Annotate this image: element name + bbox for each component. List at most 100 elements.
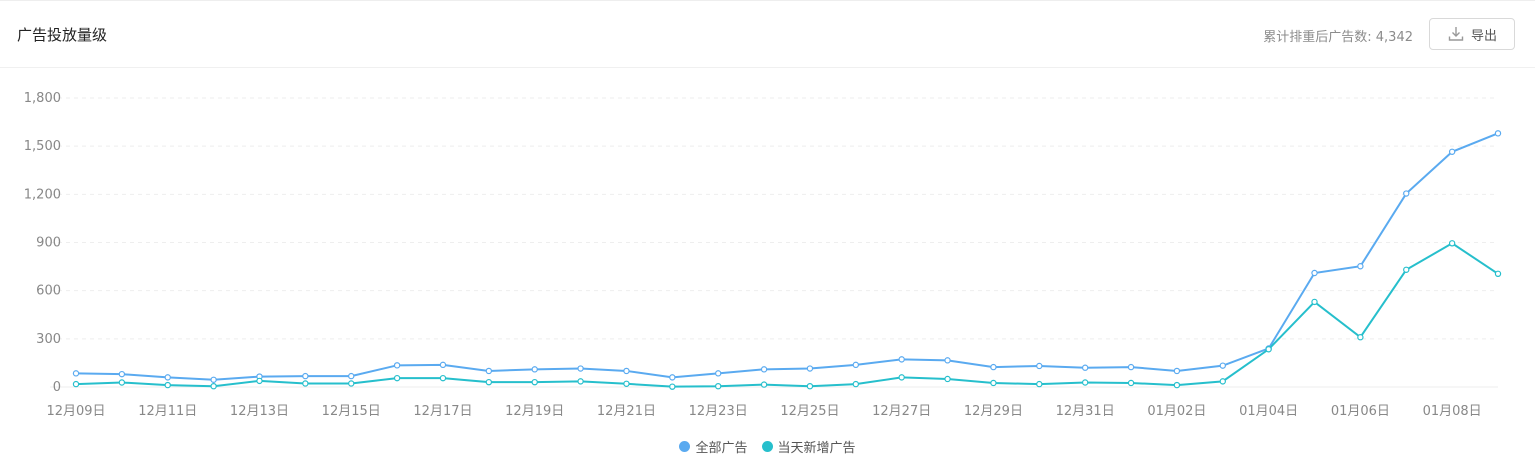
- data-point[interactable]: [577, 378, 584, 385]
- data-point[interactable]: [898, 374, 905, 381]
- data-point[interactable]: [1036, 362, 1043, 370]
- data-point[interactable]: [1127, 379, 1135, 387]
- data-point[interactable]: [714, 382, 722, 390]
- data-point[interactable]: [485, 378, 493, 386]
- data-point[interactable]: [72, 380, 80, 388]
- data-point[interactable]: [1448, 240, 1456, 247]
- data-point[interactable]: [348, 380, 355, 387]
- export-button[interactable]: 导出: [1429, 18, 1515, 50]
- data-point[interactable]: [439, 374, 447, 382]
- x-tick-label: 12月31日: [1056, 404, 1115, 419]
- data-point[interactable]: [1036, 380, 1043, 388]
- data-point[interactable]: [577, 365, 584, 372]
- y-tick-label: 600: [36, 284, 61, 299]
- y-tick-label: 0: [53, 380, 61, 395]
- data-point[interactable]: [944, 375, 951, 383]
- legend-label: 全部广告: [695, 441, 748, 456]
- data-point[interactable]: [393, 374, 401, 382]
- data-point[interactable]: [990, 363, 997, 371]
- data-point[interactable]: [164, 374, 171, 381]
- data-point[interactable]: [1265, 346, 1272, 353]
- data-point[interactable]: [256, 377, 263, 385]
- y-tick-label: 1,800: [24, 91, 61, 106]
- data-point[interactable]: [1173, 367, 1181, 375]
- data-point[interactable]: [944, 357, 951, 364]
- legend-marker: [679, 441, 691, 452]
- data-point[interactable]: [302, 380, 309, 387]
- dedup-ad-count: 累计排重后广告数: 4,342: [1263, 30, 1413, 45]
- series-line-2: [75, 242, 1499, 388]
- data-point[interactable]: [714, 370, 722, 377]
- data-point[interactable]: [210, 376, 217, 383]
- y-tick-label: 1,500: [24, 139, 61, 154]
- data-point[interactable]: [669, 374, 676, 381]
- data-point[interactable]: [210, 382, 217, 390]
- x-tick-label: 12月23日: [689, 404, 748, 419]
- data-point[interactable]: [1127, 363, 1135, 371]
- data-point[interactable]: [485, 367, 493, 375]
- x-tick-label: 12月25日: [780, 404, 839, 419]
- data-point[interactable]: [1494, 270, 1502, 278]
- data-point[interactable]: [898, 356, 905, 363]
- legend-item-1[interactable]: 全部广告: [679, 437, 748, 456]
- x-tick-label: 12月29日: [964, 404, 1023, 419]
- data-point[interactable]: [990, 379, 997, 387]
- card-title: 广告投放量级: [17, 26, 108, 44]
- data-point[interactable]: [1311, 298, 1318, 306]
- legend-marker: [761, 441, 773, 452]
- data-point[interactable]: [623, 380, 630, 387]
- data-point[interactable]: [302, 372, 309, 380]
- data-point[interactable]: [1357, 263, 1364, 270]
- data-point[interactable]: [760, 366, 768, 373]
- data-point[interactable]: [439, 361, 447, 369]
- legend-item-2[interactable]: 当天新增广告: [761, 437, 856, 456]
- download-icon: [1448, 27, 1464, 41]
- data-point[interactable]: [1173, 381, 1181, 389]
- data-point[interactable]: [118, 379, 126, 386]
- y-tick-label: 1,200: [24, 187, 61, 202]
- data-point[interactable]: [1494, 130, 1502, 137]
- chart-legend: 全部广告 当天新增广告: [0, 437, 1535, 456]
- data-point[interactable]: [1448, 148, 1456, 155]
- data-point[interactable]: [1403, 266, 1410, 273]
- x-tick-label: 01月06日: [1331, 404, 1390, 419]
- legend-label: 当天新增广告: [777, 441, 856, 456]
- x-tick-label: 12月09日: [46, 404, 105, 419]
- data-point[interactable]: [1219, 378, 1226, 385]
- data-point[interactable]: [1081, 379, 1089, 386]
- card-header: 广告投放量级 累计排重后广告数: 4,342 导出: [0, 1, 1535, 68]
- x-tick-label: 12月13日: [230, 404, 289, 419]
- data-point[interactable]: [531, 378, 538, 386]
- data-point[interactable]: [1311, 269, 1318, 277]
- data-point[interactable]: [852, 380, 860, 388]
- y-tick-label: 900: [36, 236, 61, 251]
- data-point[interactable]: [1357, 334, 1364, 341]
- data-point[interactable]: [393, 362, 401, 369]
- data-point[interactable]: [118, 370, 126, 378]
- data-point[interactable]: [1081, 364, 1089, 371]
- data-point[interactable]: [806, 365, 814, 372]
- x-tick-label: 12月19日: [505, 404, 564, 419]
- data-point[interactable]: [72, 370, 80, 377]
- x-tick-label: 12月17日: [413, 404, 472, 419]
- data-point[interactable]: [1219, 362, 1226, 369]
- x-tick-label: 12月21日: [597, 404, 656, 419]
- data-point[interactable]: [760, 381, 768, 388]
- data-point[interactable]: [806, 382, 814, 390]
- y-tick-label: 300: [36, 332, 61, 347]
- x-tick-label: 12月11日: [138, 404, 197, 419]
- data-point[interactable]: [1403, 190, 1410, 197]
- x-tick-label: 01月04日: [1239, 404, 1298, 419]
- x-tick-label: 12月27日: [872, 404, 931, 419]
- data-point[interactable]: [623, 367, 630, 375]
- x-tick-label: 12月15日: [322, 404, 381, 419]
- data-point[interactable]: [164, 381, 171, 389]
- x-tick-label: 01月08日: [1423, 404, 1482, 419]
- data-point[interactable]: [348, 372, 355, 380]
- export-label: 导出: [1470, 28, 1497, 44]
- data-point[interactable]: [669, 383, 676, 390]
- data-point[interactable]: [531, 366, 538, 373]
- data-point[interactable]: [852, 361, 860, 369]
- ad-volume-line-chart: 0 300 600 900 1,200 1,500 1,800 12月09日 12月11日 12月…: [24, 91, 1502, 419]
